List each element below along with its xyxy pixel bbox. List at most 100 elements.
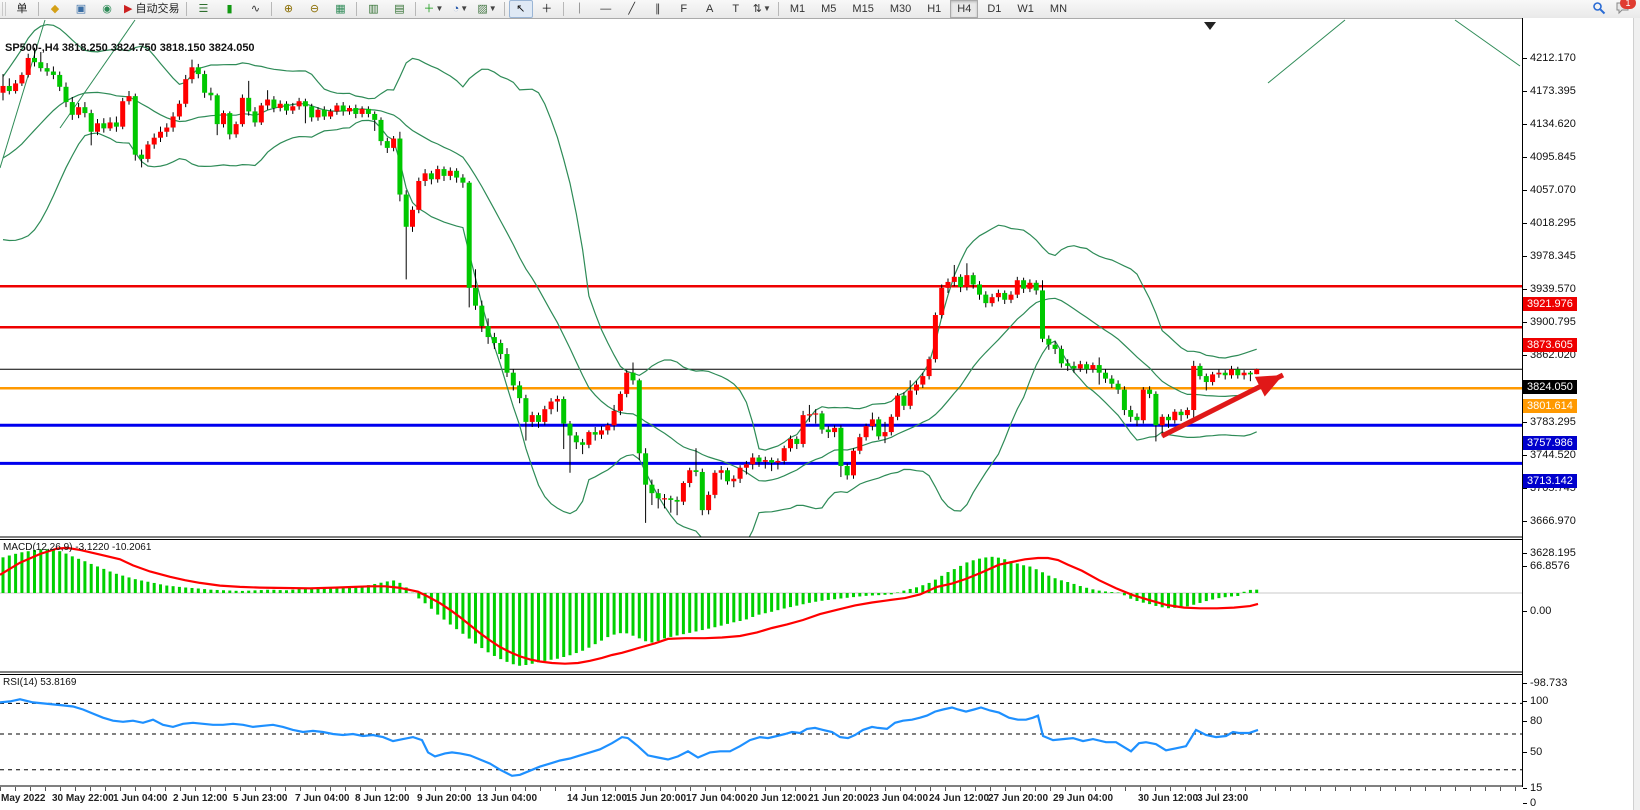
timeframe-m1[interactable]: M1	[789, 3, 806, 15]
indicator-window2-icon: ▤	[394, 3, 405, 15]
candle-body-down	[365, 108, 371, 114]
timeframe-m5[interactable]: M5	[821, 3, 837, 15]
cursor-icon: ↖	[516, 3, 526, 15]
timeframe-m30[interactable]: M30	[889, 3, 912, 15]
timeframe-mn[interactable]: MN	[1049, 3, 1068, 15]
candle-body-down	[504, 354, 510, 373]
bar-chart-icon[interactable]: ☰	[191, 0, 215, 18]
timeframe-d1[interactable]: D1	[987, 3, 1002, 15]
candle-body-down	[649, 484, 655, 494]
trendline-button[interactable]: ╱	[620, 0, 644, 18]
candle-body-down	[1134, 416, 1140, 421]
candle-body-down	[901, 395, 907, 406]
trendline-object	[0, 19, 46, 169]
candle-body-down	[592, 432, 598, 435]
candle-body-down	[57, 74, 63, 87]
time-tick-label: 3 Jul 23:00	[1197, 793, 1249, 804]
chart-canvas[interactable]	[0, 18, 1522, 787]
toolbar-right: 1	[1592, 0, 1640, 18]
timeframe-m15[interactable]: M15	[852, 3, 874, 15]
candle-body-up	[410, 209, 415, 227]
candle-body-down	[302, 101, 308, 107]
chevron-down-icon[interactable]: ▼	[460, 4, 469, 13]
price-axis[interactable]: 4212.170 4173.395 4134.620 4095.845 4057.070…	[1522, 18, 1633, 809]
timeframe-h1[interactable]: H1	[927, 3, 942, 15]
line-chart-icon[interactable]: ∿	[243, 0, 267, 18]
trendline-object	[1267, 19, 1346, 84]
time-axis[interactable]: May 2022 30 May 22:00 1 Jun 04:00 2 Jun 12:…	[0, 787, 1522, 810]
tile-windows-icon: ▦	[335, 3, 346, 15]
candle-body-down	[340, 105, 346, 112]
candle-body-up	[76, 107, 82, 115]
candle-body-down	[309, 106, 315, 118]
channel-button[interactable]: ∥	[646, 0, 670, 18]
macd-tick-mark	[1523, 566, 1527, 567]
new-order-button[interactable]: 单	[10, 0, 34, 18]
candle-body-down	[970, 275, 976, 285]
candle-body-down	[1178, 411, 1184, 416]
label-button[interactable]: T	[724, 0, 748, 18]
price-tick-label: 3939.570	[1530, 283, 1576, 296]
timeframe-w1[interactable]: W1	[1017, 3, 1034, 15]
price-tick-label: 4173.395	[1530, 84, 1576, 97]
candle-body-up	[1172, 411, 1178, 421]
macd-tick-mark	[1523, 683, 1527, 684]
vertical-line-button[interactable]: ｜	[568, 0, 592, 18]
arrows-button[interactable]: ⇅ ▼	[750, 0, 774, 18]
candle-body-up	[605, 425, 611, 431]
indicator-window2-icon[interactable]: ▤	[387, 0, 411, 18]
chevron-down-icon[interactable]: ▼	[488, 4, 497, 13]
price-tick-label: 3783.295	[1530, 415, 1576, 428]
zoom-out-icon[interactable]: ⊖	[302, 0, 326, 18]
candle-body-up	[529, 415, 535, 422]
time-tick-label: 13 Jun 04:00	[477, 793, 538, 804]
rsi-tick-label: 50	[1530, 746, 1543, 758]
main-price-pane[interactable]	[0, 19, 1522, 548]
macd-signal-line	[0, 546, 1259, 665]
terminal-icon[interactable]: ▣	[69, 0, 93, 18]
candle-body-up	[151, 137, 157, 145]
text-button[interactable]: A	[698, 0, 722, 18]
template-button[interactable]: ▨ ▼	[474, 0, 499, 18]
candle-body-up	[95, 123, 100, 132]
candle-body-down	[403, 194, 409, 227]
crosshair-button[interactable]: ＋	[535, 0, 559, 18]
price-badge: 3801.614	[1523, 399, 1577, 414]
chevron-down-icon[interactable]: ▼	[435, 4, 444, 13]
chevron-down-icon[interactable]: ▼	[762, 4, 771, 13]
cursor-button[interactable]: ↖	[508, 0, 533, 18]
candle-body-up	[170, 116, 176, 128]
horizontal-line-button[interactable]: —	[594, 0, 618, 18]
chat-badge: 1	[1620, 0, 1636, 9]
search-icon[interactable]	[1592, 1, 1606, 18]
add-indicator-icon: ＋	[423, 3, 435, 15]
candle-body-up	[447, 170, 453, 176]
periods-button[interactable]: ◔ ▼	[448, 0, 472, 18]
tile-windows-icon[interactable]: ▦	[328, 0, 352, 18]
macd-tick-label: -98.733	[1530, 677, 1568, 689]
price-tick-mark	[1523, 454, 1527, 456]
chart-area[interactable]: SP500-,H4 3818.250 3824.750 3818.150 382…	[0, 18, 1522, 787]
candle-body-up	[945, 281, 951, 288]
candle-body-down	[498, 343, 504, 355]
macd-tick-mark	[1523, 611, 1527, 612]
candle-body-up	[951, 276, 957, 282]
chat-icon[interactable]: 1	[1616, 0, 1636, 18]
candlestick-icon[interactable]: ▮	[217, 0, 241, 18]
time-tick-label: 9 Jun 20:00	[417, 793, 472, 804]
candle-body-down	[838, 427, 844, 467]
toolbar-separator	[186, 2, 188, 16]
price-tick-label: 4018.295	[1530, 216, 1576, 229]
timeframe-h4[interactable]: H4	[950, 0, 979, 18]
autotrade-icon: ▶	[124, 3, 133, 15]
autotrade-button[interactable]: ▶ 自动交易	[121, 0, 182, 18]
candle-body-down	[491, 337, 497, 344]
sound-icon[interactable]: ◆	[43, 0, 67, 18]
candle-body-up	[1229, 369, 1234, 376]
fibonacci-button[interactable]: F	[672, 0, 696, 18]
zoom-in-icon[interactable]: ⊕	[276, 0, 300, 18]
navigator-icon[interactable]: ◉	[95, 0, 119, 18]
price-badge: 3824.050	[1523, 380, 1577, 395]
add-indicator-button[interactable]: ＋ ▼	[420, 0, 446, 18]
indicator-window-icon[interactable]: ▥	[361, 0, 385, 18]
